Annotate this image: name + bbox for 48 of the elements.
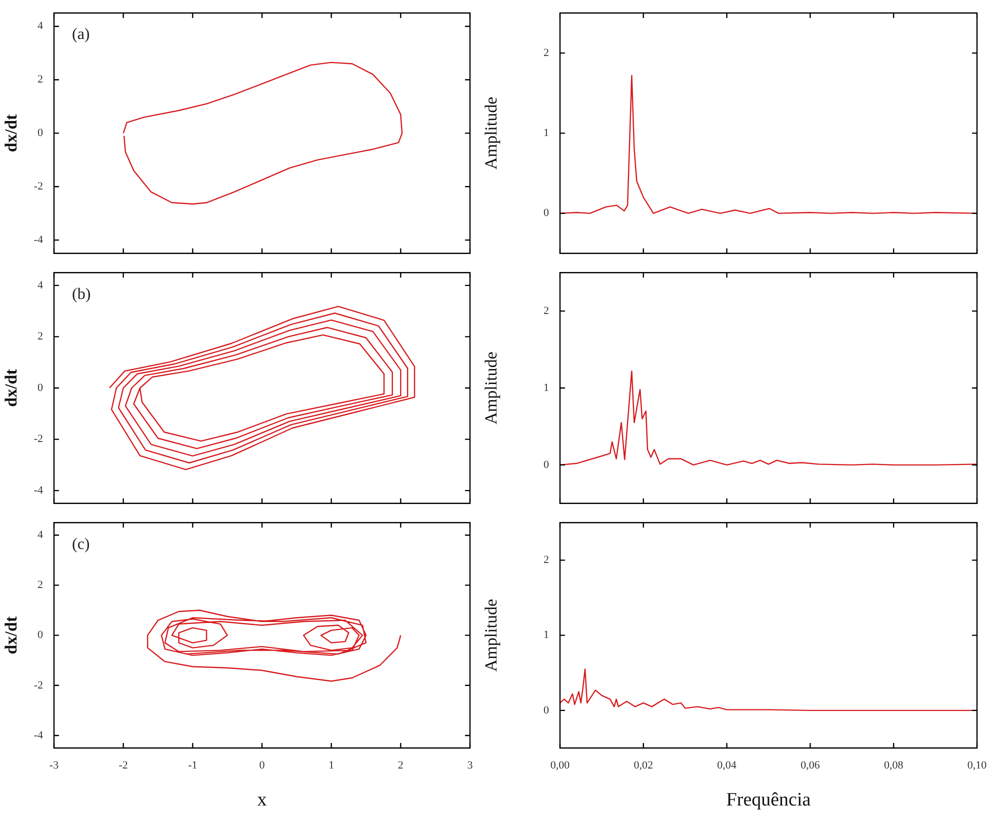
y-tick-label: 4 bbox=[38, 279, 44, 292]
y-tick-label: 1 bbox=[544, 382, 549, 394]
annotation: (b) bbox=[72, 286, 91, 303]
x-tick-label: -3 bbox=[49, 759, 60, 772]
y-axis-title: Amplitude bbox=[482, 96, 501, 170]
y-tick-label: 4 bbox=[38, 529, 44, 542]
y-tick-label: -2 bbox=[34, 180, 43, 193]
y-tick-label: 4 bbox=[38, 20, 44, 32]
y-tick-label: 1 bbox=[544, 629, 549, 642]
x-tick-label: 0,10 bbox=[967, 759, 988, 772]
y-tick-label: 2 bbox=[38, 579, 43, 592]
y-tick-label: 1 bbox=[544, 127, 549, 140]
y-tick-label: 2 bbox=[544, 46, 549, 59]
y-tick-label: 0 bbox=[544, 704, 550, 716]
x-tick-label: 0,06 bbox=[800, 759, 820, 772]
x-tick-label: 3 bbox=[467, 759, 474, 772]
x-tick-label: 0,08 bbox=[884, 759, 904, 772]
x-axis-title: x bbox=[257, 790, 268, 811]
y-tick-label: 0 bbox=[38, 127, 44, 140]
y-tick-label: 0 bbox=[544, 207, 550, 220]
x-tick-label: 2 bbox=[398, 759, 404, 772]
y-tick-label: 0 bbox=[38, 382, 44, 394]
y-axis-title: Amplitude bbox=[482, 352, 501, 424]
y-tick-label: 2 bbox=[38, 330, 43, 343]
annotation: (a) bbox=[72, 26, 90, 44]
y-axis-title: dx/dt bbox=[2, 368, 21, 407]
y-tick-label: -2 bbox=[34, 433, 43, 446]
x-tick-label: -2 bbox=[118, 759, 128, 772]
y-tick-label: 2 bbox=[544, 554, 549, 566]
y-tick-label: 2 bbox=[544, 304, 549, 317]
x-tick-label: 0,00 bbox=[550, 759, 570, 772]
y-axis-title: dx/dt bbox=[2, 114, 21, 152]
x-tick-label: 0,02 bbox=[634, 759, 654, 772]
x-axis-title: Frequência bbox=[726, 790, 812, 811]
y-tick-label: -2 bbox=[34, 679, 43, 692]
y-axis-title: dx/dt bbox=[2, 616, 21, 654]
x-tick-label: 0,04 bbox=[717, 759, 737, 772]
y-tick-label: -4 bbox=[34, 234, 44, 246]
y-tick-label: 0 bbox=[38, 629, 44, 642]
x-tick-label: 1 bbox=[328, 759, 334, 772]
x-tick-label: -1 bbox=[188, 759, 198, 772]
y-tick-label: 0 bbox=[544, 458, 550, 471]
annotation: (c) bbox=[72, 536, 90, 553]
y-tick-label: -4 bbox=[34, 484, 44, 496]
y-tick-label: 2 bbox=[38, 74, 43, 86]
x-tick-label: 0 bbox=[259, 759, 266, 772]
y-axis-title: Amplitude bbox=[482, 598, 501, 672]
y-tick-label: -4 bbox=[34, 729, 44, 742]
